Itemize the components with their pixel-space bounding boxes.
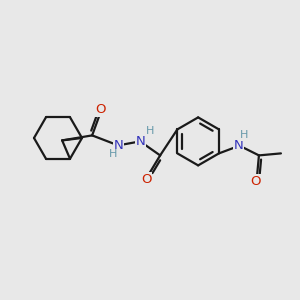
Text: O: O [251, 175, 261, 188]
Text: N: N [135, 135, 145, 148]
Text: N: N [234, 139, 244, 152]
Text: H: H [109, 149, 117, 159]
Text: O: O [141, 173, 152, 186]
Text: O: O [95, 103, 105, 116]
Text: H: H [146, 126, 154, 136]
Text: H: H [240, 130, 248, 140]
Text: N: N [113, 139, 123, 152]
